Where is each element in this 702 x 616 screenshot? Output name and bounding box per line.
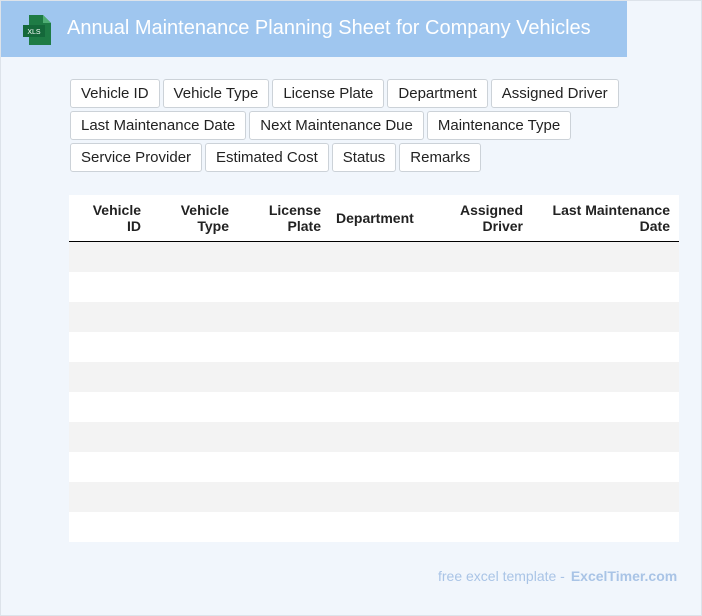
tag-list: Vehicle ID Vehicle Type License Plate Depar… [70, 79, 701, 172]
column-header-line: ID [127, 218, 141, 234]
tag[interactable]: Service Provider [70, 143, 203, 172]
tag[interactable]: License Plate [272, 79, 385, 108]
row [69, 452, 679, 482]
column-header-line: Driver [482, 218, 523, 234]
icon-label: XLS [27, 29, 41, 36]
xls-icon: XLS [23, 15, 51, 45]
row [69, 302, 679, 332]
column-header: Department [321, 195, 421, 241]
tag[interactable]: Last Maintenance Date [70, 111, 247, 140]
column-header-line: Vehicle [180, 202, 229, 218]
column-header: Vehicle Type [141, 195, 229, 241]
tag[interactable]: Vehicle ID [70, 79, 160, 108]
column-header-line: Plate [287, 218, 321, 234]
column-header: Vehicle ID [69, 195, 141, 241]
table-body [69, 242, 679, 542]
row [69, 332, 679, 362]
column-header-line: Department [336, 210, 414, 226]
row [69, 272, 679, 302]
row [69, 242, 679, 272]
column-header-line: Vehicle [92, 202, 141, 218]
column-header-line: Type [197, 218, 229, 234]
tag[interactable]: Remarks [399, 143, 482, 172]
row [69, 512, 679, 542]
row [69, 392, 679, 422]
header-bar: XLS Annual Maintenance Planning Sheet fo… [1, 1, 627, 57]
column-header-line: Date [639, 218, 670, 234]
column-header: License Plate [229, 195, 321, 241]
column-header-line: Assigned [459, 202, 523, 218]
column-header: Last Maintenance Date [523, 195, 679, 241]
title: Annual Maintenance Planning Sheet for Co… [67, 17, 591, 39]
tag[interactable]: Assigned Driver [490, 79, 619, 108]
tag[interactable]: Maintenance Type [426, 111, 572, 140]
column-header: Assigned Driver [421, 195, 523, 241]
table: Vehicle ID Vehicle Type License Plate Departme… [69, 195, 679, 542]
tag[interactable]: Next Maintenance Due [249, 111, 424, 140]
table-header: Vehicle ID Vehicle Type License Plate Departme… [69, 195, 679, 242]
tag[interactable]: Estimated Cost [205, 143, 329, 172]
row [69, 362, 679, 392]
tag[interactable]: Status [331, 143, 397, 172]
footer-text: free excel template - [438, 568, 565, 584]
tag[interactable]: Vehicle Type [162, 79, 270, 108]
tag[interactable]: Department [387, 79, 488, 108]
footer-link[interactable]: ExcelTimer.com [570, 568, 678, 584]
row [69, 422, 679, 452]
column-header-line: Last Maintenance [552, 202, 670, 218]
row [69, 482, 679, 512]
footer: free excel template - ExcelTimer.com [438, 568, 677, 584]
column-header-line: License [268, 202, 321, 218]
